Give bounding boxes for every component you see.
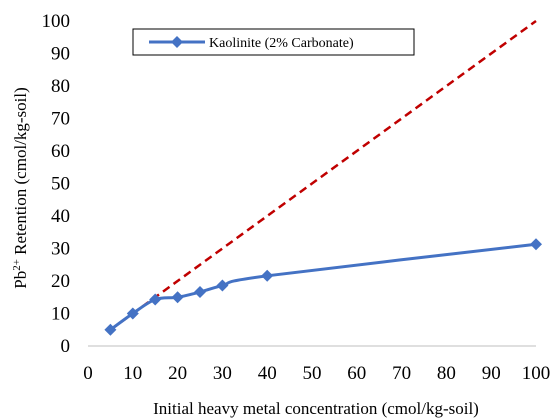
y-tick-label: 40 <box>51 206 70 227</box>
x-tick-label: 10 <box>123 363 142 384</box>
y-tick-label: 100 <box>42 11 71 32</box>
y-tick-label: 30 <box>51 239 70 260</box>
y-tick-label: 70 <box>51 109 70 130</box>
y-tick-label: 50 <box>51 174 70 195</box>
series-markers <box>104 238 542 336</box>
y-axis-title: Pb2+ Retention (cmol/kg-soil) <box>11 87 30 289</box>
x-tick-label: 100 <box>522 363 551 384</box>
y-tick-label: 0 <box>61 336 71 357</box>
data-point-marker <box>216 279 229 292</box>
y-tick-label: 10 <box>51 304 70 325</box>
legend: Kaolinite (2% Carbonate) <box>132 28 415 56</box>
data-point-marker <box>261 269 274 282</box>
x-tick-label: 80 <box>437 363 456 384</box>
data-point-marker <box>104 323 117 336</box>
legend-diamond-marker <box>171 36 183 48</box>
data-point-marker <box>194 286 206 299</box>
data-point-marker <box>126 307 139 320</box>
x-axis-ticks: 0 10 20 30 40 50 60 70 80 90 100 <box>83 363 550 384</box>
x-tick-label: 30 <box>213 363 232 384</box>
x-tick-label: 20 <box>168 363 187 384</box>
x-tick-label: 0 <box>83 363 93 384</box>
y-axis-title-superscript: 2+ <box>11 259 23 271</box>
x-tick-label: 60 <box>347 363 366 384</box>
y-tick-label: 60 <box>51 141 70 162</box>
data-point-marker <box>149 293 162 306</box>
y-axis-ticks: 0 10 20 30 40 50 60 70 80 90 100 <box>42 11 71 357</box>
y-axis-title-prefix: Pb <box>11 271 30 289</box>
legend-label-kaolinite: Kaolinite (2% Carbonate) <box>209 36 354 51</box>
y-axis-title-rest: Retention (cmol/kg-soil) <box>11 87 30 259</box>
reference-line-1to1 <box>109 19 537 331</box>
series-line-kaolinite <box>109 242 537 331</box>
x-axis-title: Initial heavy metal concentration (cmol/… <box>153 399 479 418</box>
y-tick-label: 90 <box>51 44 70 65</box>
x-tick-label: 70 <box>392 363 411 384</box>
data-point-marker <box>171 291 184 304</box>
data-point-marker <box>530 238 542 251</box>
y-tick-label: 20 <box>51 271 70 292</box>
x-tick-label: 90 <box>482 363 501 384</box>
x-tick-label: 50 <box>303 363 322 384</box>
x-tick-label: 40 <box>258 363 277 384</box>
y-tick-label: 80 <box>51 76 70 97</box>
